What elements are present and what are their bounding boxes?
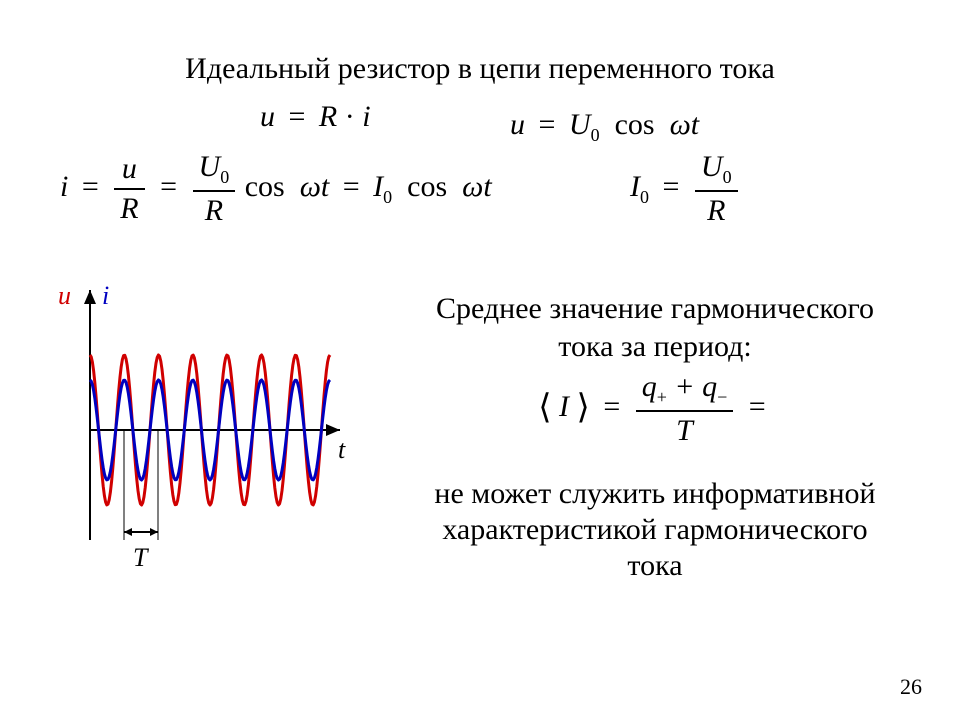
equation-voltage: u = U0 cos ωt bbox=[510, 108, 699, 146]
eq4-zero1: 0 bbox=[640, 187, 649, 207]
svg-text:i: i bbox=[102, 281, 109, 310]
svg-text:u: u bbox=[58, 281, 71, 310]
avg-num: q+ + q− bbox=[636, 370, 734, 408]
eq3-sp1 bbox=[292, 170, 300, 203]
eq3-om2: ω bbox=[462, 170, 483, 203]
eq4-frac: U0 R bbox=[695, 150, 738, 228]
avg-line4: характеристикой гармонического bbox=[375, 513, 935, 547]
eq2-equals: = bbox=[533, 108, 562, 141]
page-title: Идеальный резистор в цепи переменного то… bbox=[0, 52, 960, 86]
eq3-i: i bbox=[60, 170, 68, 203]
avg-plus: + bbox=[657, 387, 667, 407]
equation-amplitude: I0 = U0 R bbox=[630, 150, 740, 228]
avg-q2: q bbox=[702, 370, 717, 403]
avg-line5: тока bbox=[375, 549, 935, 583]
eq3-zero1: 0 bbox=[220, 167, 229, 187]
eq3-frac1: u R bbox=[114, 152, 144, 226]
avg-minus: − bbox=[717, 387, 727, 407]
eq2-zero: 0 bbox=[591, 125, 600, 145]
eq3-eq3: = bbox=[337, 170, 366, 203]
avg-I: I bbox=[559, 390, 569, 423]
waveform-chart: u i t T bbox=[50, 280, 370, 600]
rangle-icon: ⟩ bbox=[577, 389, 590, 426]
eq4-U: U bbox=[701, 150, 723, 183]
eq3-om1: ω bbox=[300, 170, 321, 203]
avg-plus-sign: + bbox=[674, 370, 702, 403]
eq3-frac2: U0 R bbox=[193, 150, 236, 228]
eq1-u: u bbox=[260, 100, 275, 133]
avg-text-top: Среднее значение гармонического тока за … bbox=[375, 288, 935, 368]
eq1-equals: = bbox=[283, 100, 312, 133]
eq1-dot: · bbox=[345, 100, 363, 133]
avg-T: T bbox=[636, 414, 734, 448]
eq3-I: I bbox=[373, 170, 383, 203]
equation-average: ⟨ I ⟩ = q+ + q− T = bbox=[375, 370, 935, 448]
eq4-R: R bbox=[695, 194, 738, 228]
eq3-t2: t bbox=[483, 170, 491, 203]
eq3-eq2: = bbox=[154, 170, 183, 203]
avg-text-bottom: не может служить информативной характери… bbox=[375, 475, 935, 585]
eq2-omega: ω bbox=[670, 108, 691, 141]
eq3-cos2: cos bbox=[407, 170, 447, 203]
svg-text:T: T bbox=[133, 543, 149, 572]
eq2-u: u bbox=[510, 108, 525, 141]
eq3-zero2: 0 bbox=[383, 187, 392, 207]
avg-frac: q+ + q− T bbox=[636, 370, 734, 448]
svg-text:t: t bbox=[338, 435, 346, 464]
avg-line1: Среднее значение гармонического bbox=[375, 292, 935, 326]
eq1-i: i bbox=[362, 100, 370, 133]
waveform-svg: u i t T bbox=[50, 280, 370, 600]
langle-icon: ⟨ bbox=[538, 389, 551, 426]
eq2-t: t bbox=[691, 108, 699, 141]
eq4-I: I bbox=[630, 170, 640, 203]
equation-current: i = u R = U0 R cos ωt = I0 cos ωt bbox=[60, 150, 492, 228]
avg-line3: не может служить информативной bbox=[375, 477, 935, 511]
eq3-cos1: cos bbox=[245, 170, 285, 203]
eq3-t1: t bbox=[321, 170, 329, 203]
eq4-equals: = bbox=[657, 170, 686, 203]
eq4-zero2: 0 bbox=[723, 167, 732, 187]
page-number: 26 bbox=[900, 674, 922, 700]
eq4-num: U0 bbox=[695, 150, 738, 188]
avg-eq1: = bbox=[597, 390, 626, 423]
eq2-sp bbox=[607, 108, 615, 141]
eq1-R: R bbox=[319, 100, 337, 133]
eq3-frac1-den: R bbox=[114, 192, 144, 226]
avg-eq2: = bbox=[743, 390, 772, 423]
eq2-cos: cos bbox=[615, 108, 655, 141]
eq3-frac2-num: U0 bbox=[193, 150, 236, 188]
avg-q1: q bbox=[642, 370, 657, 403]
eq2-U: U bbox=[569, 108, 591, 141]
eq3-eq1: = bbox=[76, 170, 105, 203]
eq3-frac2-den: R bbox=[193, 194, 236, 228]
eq2-sp2 bbox=[662, 108, 670, 141]
eq3-U: U bbox=[199, 150, 221, 183]
avg-line2: тока за период: bbox=[375, 330, 935, 364]
eq3-frac1-num: u bbox=[114, 152, 144, 186]
equation-ohm: u = R · i bbox=[260, 100, 371, 134]
slide-page: Идеальный резистор в цепи переменного то… bbox=[0, 0, 960, 720]
